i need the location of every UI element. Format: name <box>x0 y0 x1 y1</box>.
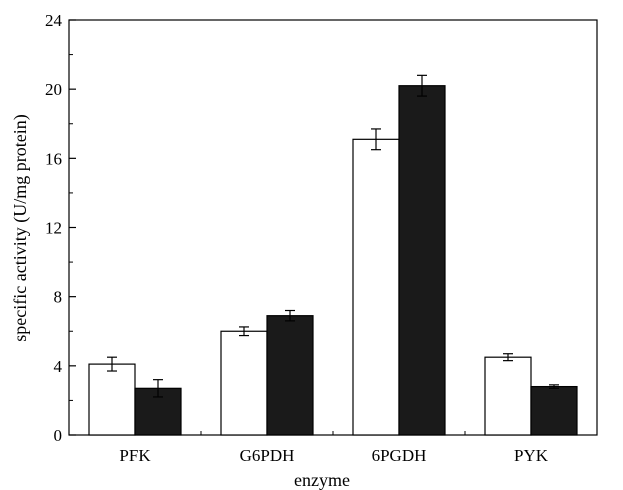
y-axis-ticks: 0 4 8 12 16 20 24 <box>45 11 76 445</box>
y-tick-label: 16 <box>45 149 62 168</box>
y-tick-label: 12 <box>45 219 62 238</box>
y-tick-label: 4 <box>54 357 63 376</box>
y-tick-label: 24 <box>45 11 63 30</box>
y-tick-label: 20 <box>45 80 62 99</box>
bar-filled <box>134 387 182 436</box>
error-bars <box>107 74 559 398</box>
bar-open <box>484 356 532 436</box>
x-tick-label: 6PGDH <box>372 446 427 465</box>
x-tick-label: PFK <box>119 446 151 465</box>
y-tick-label: 8 <box>54 288 63 307</box>
x-tick-label: PYK <box>514 446 549 465</box>
y-tick-label: 0 <box>54 426 63 445</box>
bar-series <box>88 85 578 436</box>
x-axis-label: enzyme <box>294 470 350 490</box>
bar-filled <box>266 315 314 436</box>
bar-open <box>220 330 268 436</box>
y-axis-label: specific activity (U/mg protein) <box>10 114 31 341</box>
x-tick-label: G6PDH <box>240 446 295 465</box>
bar-filled <box>398 85 446 436</box>
bar-open <box>88 363 136 436</box>
bar-filled <box>530 385 578 436</box>
x-axis-ticks: PFK G6PDH 6PGDH PYK <box>119 428 549 465</box>
bar-open <box>352 138 400 436</box>
